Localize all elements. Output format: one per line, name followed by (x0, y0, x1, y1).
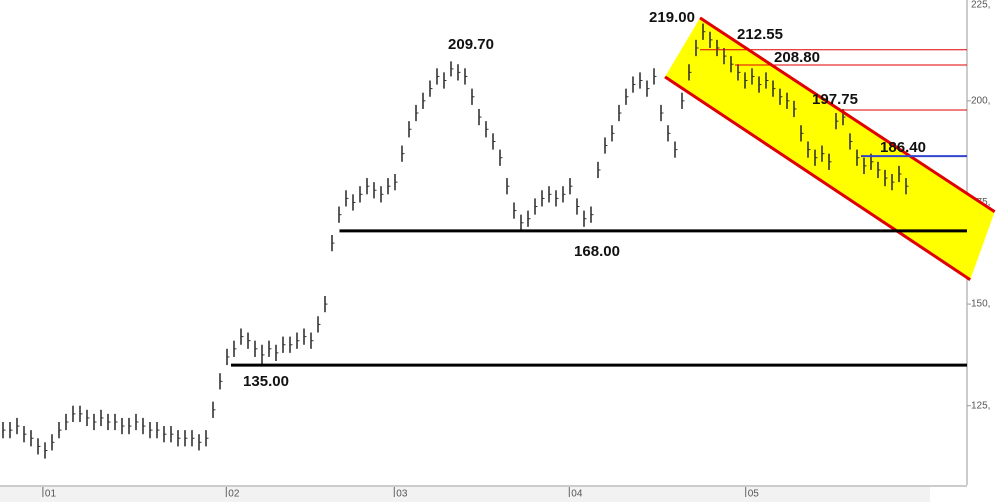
y-tick-label: 125, (971, 400, 990, 411)
x-axis-band (0, 487, 930, 502)
x-tick-label: 02 (228, 489, 240, 500)
level-label: 168.00 (574, 243, 620, 260)
level-label: 212.55 (737, 26, 783, 43)
level-label: 135.00 (243, 373, 289, 390)
x-tick-label: 01 (45, 489, 57, 500)
level-label: 209.70 (448, 36, 494, 53)
x-tick-label: 03 (396, 489, 408, 500)
level-label: 208.80 (774, 49, 820, 66)
level-label: 186.40 (880, 139, 926, 156)
y-tick-label: 150, (971, 299, 990, 310)
x-tick-label: 05 (748, 489, 760, 500)
level-label: 219.00 (649, 9, 695, 26)
y-tick-label: 225, (971, 0, 990, 11)
y-tick-label: 200, (971, 95, 990, 106)
channel-line (664, 75, 972, 281)
level-label: 197.75 (812, 91, 858, 108)
channel-fill (665, 17, 995, 280)
x-tick-label: 04 (571, 489, 583, 500)
